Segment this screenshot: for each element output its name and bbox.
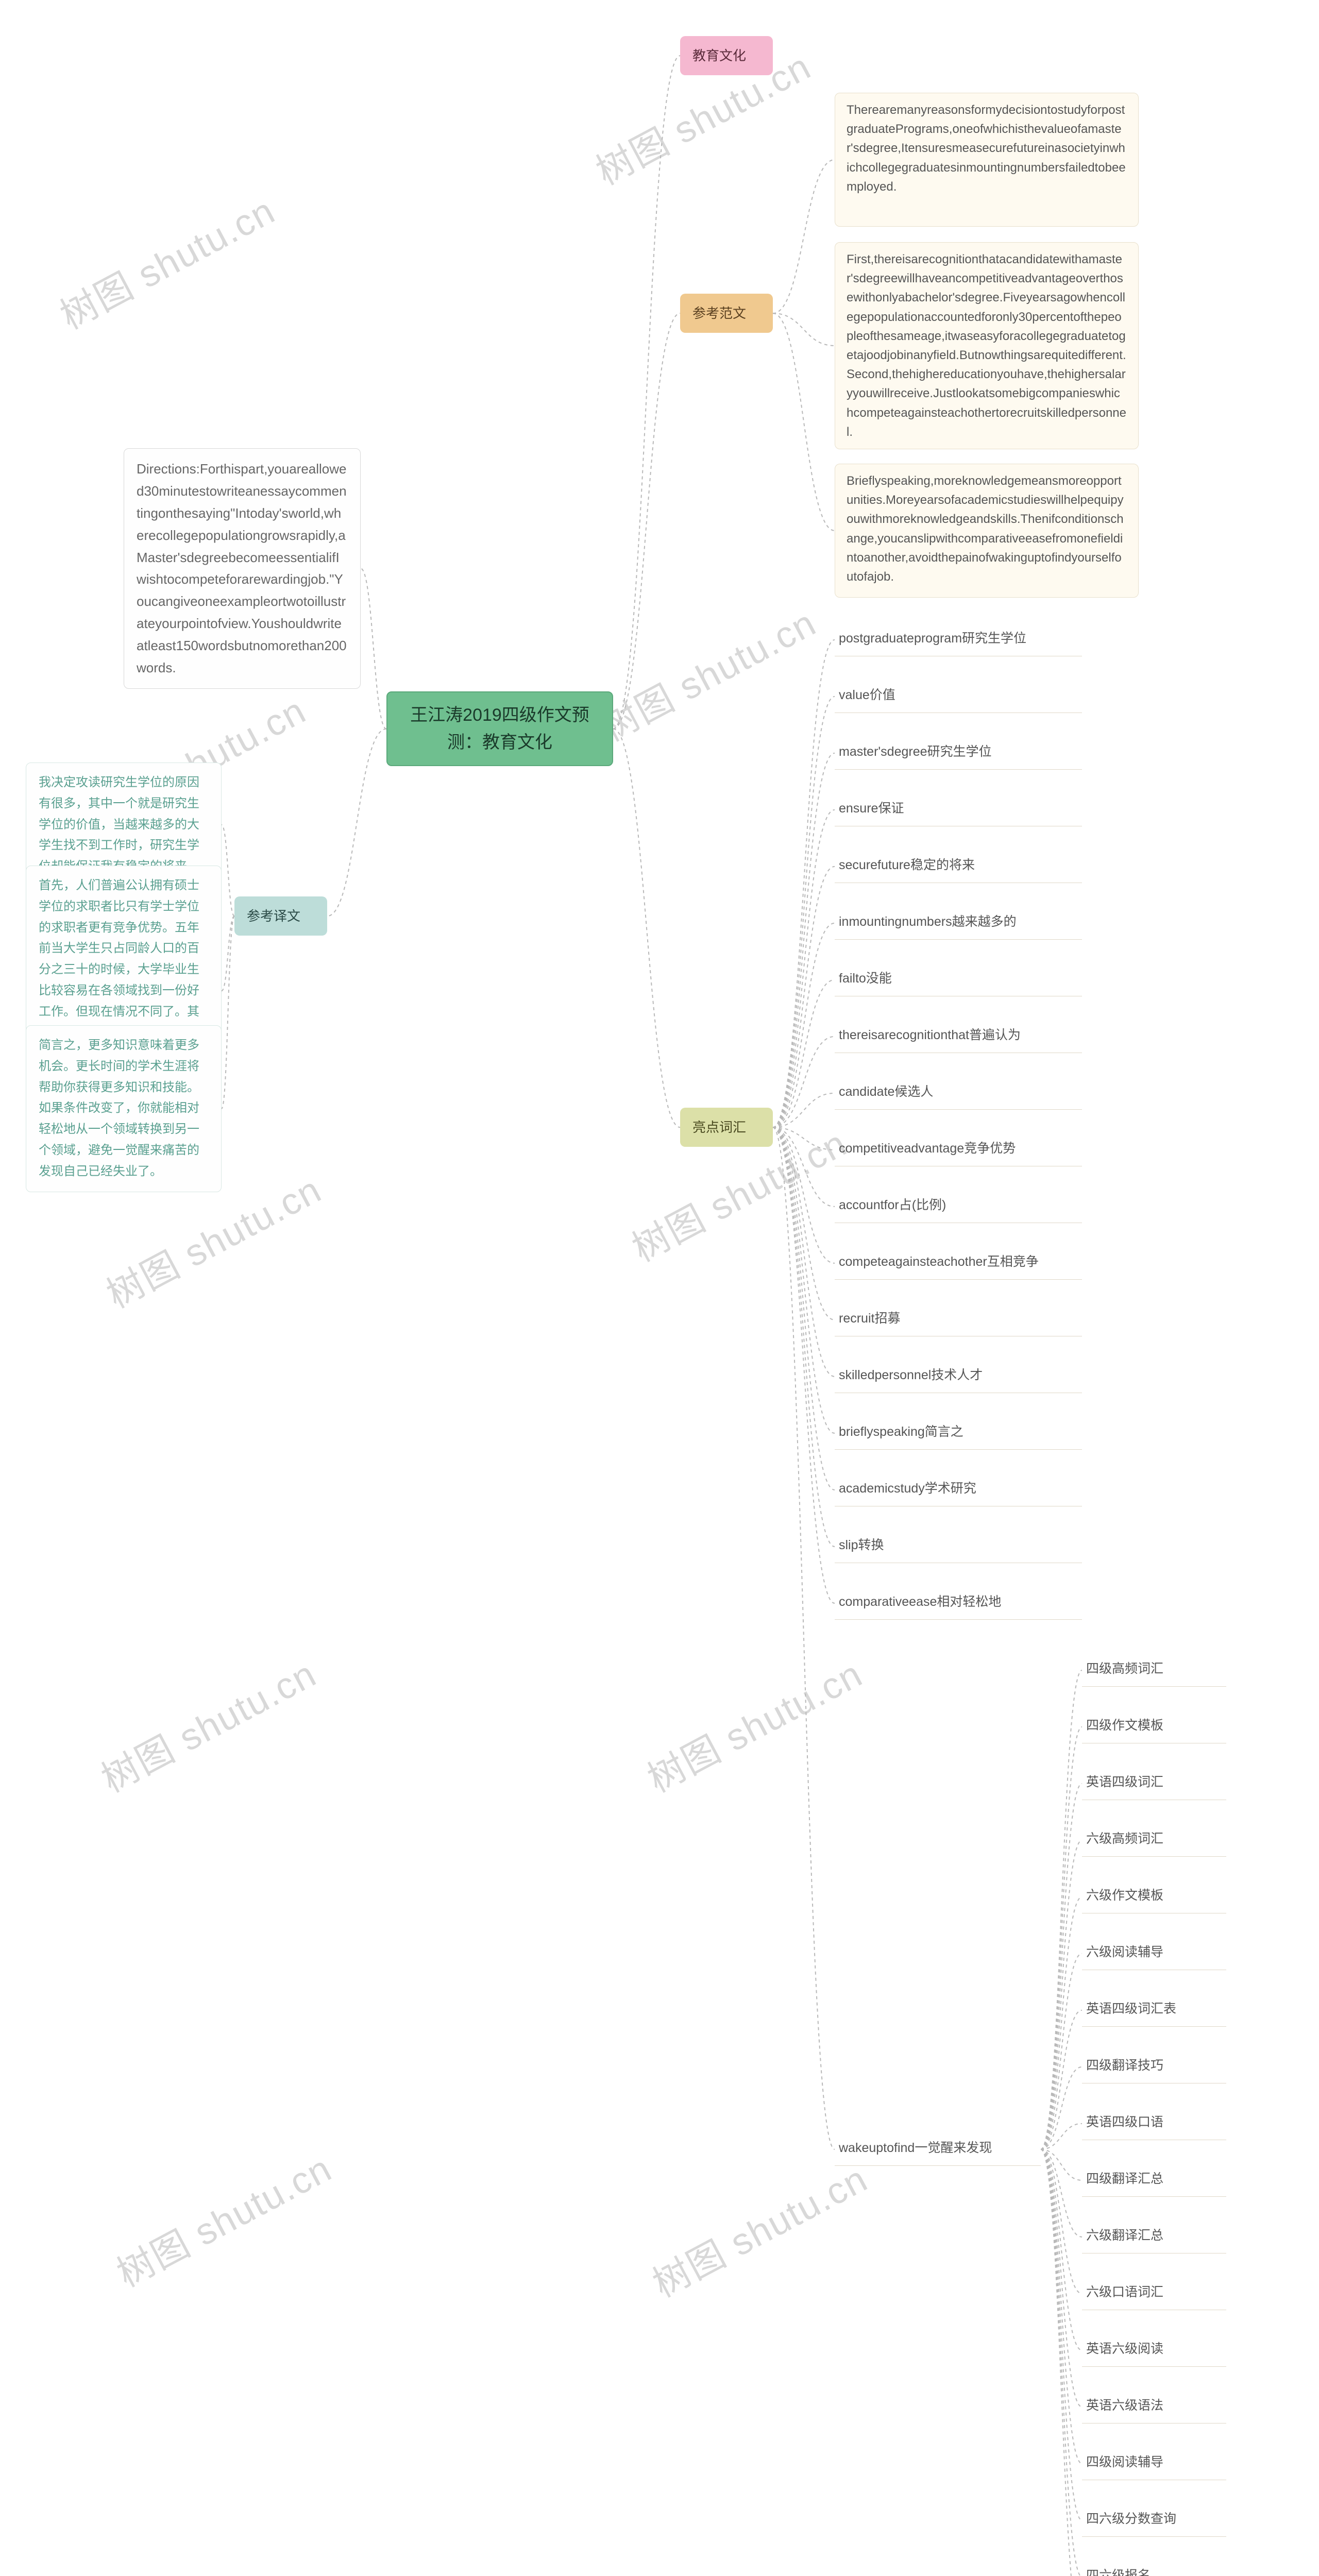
topic-reference-label: 参考范文 <box>692 306 746 321</box>
link-item: 六级高频词汇 <box>1082 1824 1226 1857</box>
topic-education-label: 教育文化 <box>692 48 746 63</box>
watermark: 树图 shutu.cn <box>590 593 824 752</box>
vocab-item: recruit招募 <box>835 1303 1082 1336</box>
vocab-item: master'sdegree研究生学位 <box>835 737 1082 770</box>
vocab-item: thereisarecognitionthat普遍认为 <box>835 1020 1082 1053</box>
translation-paragraph: 简言之，更多知识意味着更多机会。更长时间的学术生涯将帮助你获得更多知识和技能。如… <box>26 1025 222 1192</box>
vocab-item: inmountingnumbers越来越多的 <box>835 907 1082 940</box>
watermark: 树图 shutu.cn <box>636 1644 870 1803</box>
vocab-item: skilledpersonnel技术人才 <box>835 1360 1082 1393</box>
vocab-item: slip转换 <box>835 1530 1082 1563</box>
vocab-item: candidate候选人 <box>835 1077 1082 1110</box>
link-item: 六级翻译汇总 <box>1082 2221 1226 2253</box>
link-item: 四级翻译汇总 <box>1082 2164 1226 2197</box>
vocab-item: postgraduateprogram研究生学位 <box>835 623 1082 656</box>
watermark: 树图 shutu.cn <box>106 2139 340 2297</box>
root-node: 王江涛2019四级作文预测：教育文化 <box>386 691 613 766</box>
reference-paragraph: Therearemanyreasonsformydecisiontostudyf… <box>835 93 1139 227</box>
vocab-wakeup-label: wakeuptofind一觉醒来发现 <box>839 2141 992 2155</box>
vocab-item: ensure保证 <box>835 793 1082 826</box>
link-item: 四级翻译技巧 <box>1082 2050 1226 2083</box>
topic-vocabulary-label: 亮点词汇 <box>692 1120 746 1135</box>
watermark: 树图 shutu.cn <box>49 181 283 340</box>
topic-reference: 参考范文 <box>680 294 773 333</box>
vocab-item: brieflyspeaking简言之 <box>835 1417 1082 1450</box>
directions-box: Directions:Forthispart,youareallowed30mi… <box>124 448 361 689</box>
watermark: 树图 shutu.cn <box>641 2149 875 2308</box>
vocab-item: competitiveadvantage竞争优势 <box>835 1133 1082 1166</box>
mindmap-canvas: 王江涛2019四级作文预测：教育文化 教育文化 参考范文 Thereareman… <box>0 0 1319 2576</box>
watermark: 树图 shutu.cn <box>90 1644 324 1803</box>
topic-translation: 参考译文 <box>234 896 327 936</box>
reference-paragraph: First,thereisarecognitionthatacandidatew… <box>835 242 1139 449</box>
link-item: 四级作文模板 <box>1082 1710 1226 1743</box>
vocab-item: academicstudy学术研究 <box>835 1473 1082 1506</box>
link-item: 四级高频词汇 <box>1082 1654 1226 1687</box>
link-item: 六级口语词汇 <box>1082 2277 1226 2310</box>
link-item: 英语四级词汇 <box>1082 1767 1226 1800</box>
topic-education: 教育文化 <box>680 36 773 75</box>
vocab-item: comparativeease相对轻松地 <box>835 1587 1082 1620</box>
topic-vocabulary: 亮点词汇 <box>680 1108 773 1147</box>
link-item: 四六级报名 <box>1082 2561 1226 2576</box>
link-item: 四六级分数查询 <box>1082 2504 1226 2537</box>
topic-translation-label: 参考译文 <box>247 908 300 924</box>
reference-paragraph: Brieflyspeaking,moreknowledgemeansmoreop… <box>835 464 1139 598</box>
root-label: 王江涛2019四级作文预测：教育文化 <box>410 705 589 752</box>
link-item: 英语四级口语 <box>1082 2107 1226 2140</box>
link-item: 六级作文模板 <box>1082 1880 1226 1913</box>
vocab-item: accountfor占(比例) <box>835 1190 1082 1223</box>
vocab-wakeup: wakeuptofind一觉醒来发现 <box>835 2133 1041 2166</box>
link-item: 四级阅读辅导 <box>1082 2447 1226 2480</box>
link-item: 英语四级词汇表 <box>1082 1994 1226 2027</box>
link-item: 英语六级语法 <box>1082 2391 1226 2424</box>
vocab-item: securefuture稳定的将来 <box>835 850 1082 883</box>
link-item: 六级阅读辅导 <box>1082 1937 1226 1970</box>
directions-text: Directions:Forthispart,youareallowed30mi… <box>137 461 347 675</box>
link-item: 英语六级阅读 <box>1082 2334 1226 2367</box>
vocab-item: value价值 <box>835 680 1082 713</box>
vocab-item: competeagainsteachother互相竞争 <box>835 1247 1082 1280</box>
vocab-item: failto没能 <box>835 963 1082 996</box>
